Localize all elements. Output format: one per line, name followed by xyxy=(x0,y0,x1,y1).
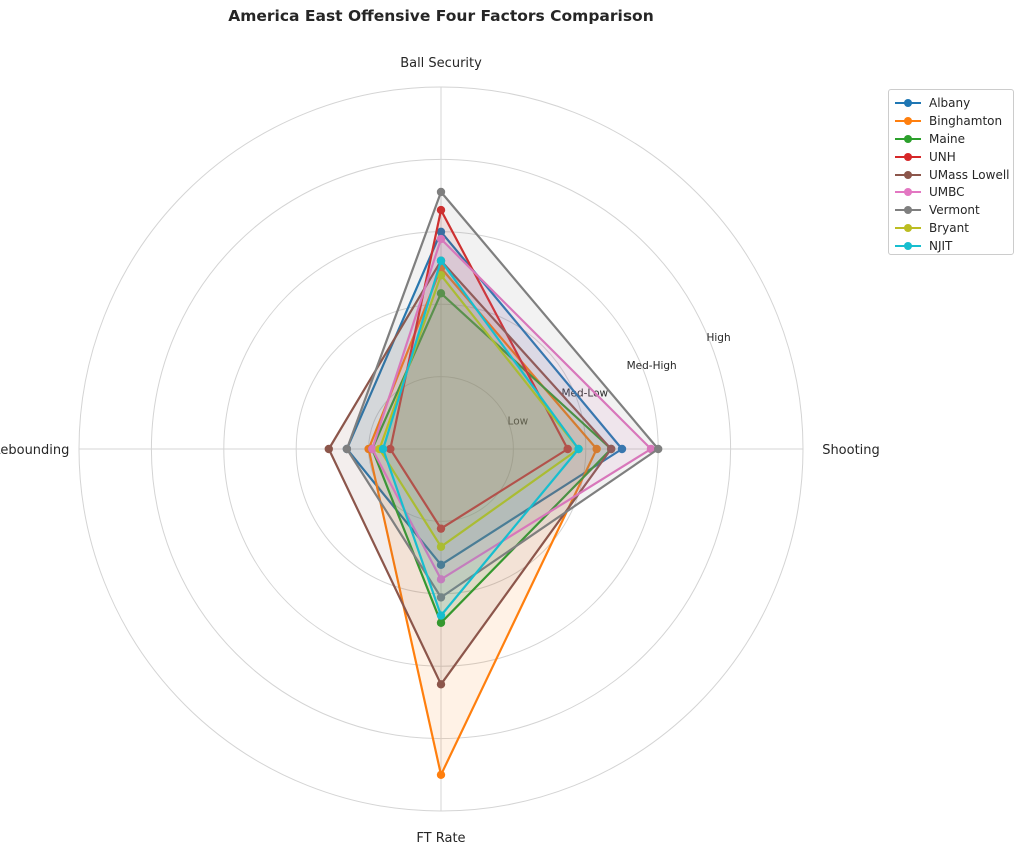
series-area xyxy=(383,260,579,616)
legend-swatch xyxy=(895,133,921,145)
data-point xyxy=(574,444,583,454)
data-point xyxy=(436,234,446,244)
series-area xyxy=(379,275,579,547)
legend-item: NJIT xyxy=(895,237,1013,255)
data-point xyxy=(617,444,627,454)
legend-item: UMass Lowell xyxy=(895,166,1013,184)
legend-label: NJIT xyxy=(929,239,953,254)
axis-labels: Ball Security Shooting FT Rate Off Reboundi… xyxy=(0,56,880,845)
axis-label: Shooting xyxy=(822,443,880,458)
legend-item: Maine xyxy=(895,130,1013,148)
series-area xyxy=(346,192,659,598)
data-point xyxy=(646,444,656,454)
data-point xyxy=(436,271,446,280)
data-point xyxy=(436,227,446,236)
legend-label: UMBC xyxy=(929,185,965,200)
series-umbc xyxy=(368,234,656,584)
series-area xyxy=(372,293,612,623)
legend-swatch xyxy=(895,169,921,181)
data-point xyxy=(436,593,446,602)
data-point xyxy=(436,680,446,689)
legend-swatch xyxy=(895,204,921,216)
data-point xyxy=(436,256,446,265)
legend-item: Bryant xyxy=(895,219,1013,237)
data-point xyxy=(436,575,446,584)
legend-swatch xyxy=(895,186,921,198)
data-point xyxy=(436,205,446,215)
ring-label: Low xyxy=(508,415,529,427)
data-point xyxy=(378,444,388,454)
legend-swatch xyxy=(895,151,921,163)
axis-label: Ball Security xyxy=(400,56,482,71)
legend-swatch xyxy=(895,222,921,234)
data-point xyxy=(436,611,446,620)
legend-item: UNH xyxy=(895,148,1013,166)
ring-label: High xyxy=(706,332,730,344)
ring-label: Med-High xyxy=(627,360,677,372)
legend-swatch xyxy=(895,240,921,252)
data-point xyxy=(386,444,395,454)
data-point xyxy=(436,289,446,298)
axis-label: FT Rate xyxy=(416,831,465,845)
legend-label: Binghamton xyxy=(929,113,1003,128)
legend-swatch xyxy=(895,115,921,127)
data-point xyxy=(606,444,616,454)
data-point xyxy=(368,444,377,454)
chart-title: America East Offensive Four Factors Comp… xyxy=(228,7,654,25)
data-point xyxy=(654,444,663,454)
data-point xyxy=(436,618,446,627)
legend-label: Maine xyxy=(929,131,966,146)
legend-label: UMass Lowell xyxy=(929,167,1010,182)
axis-label: Off Rebounding xyxy=(0,443,69,458)
data-point xyxy=(436,542,446,551)
legend-item: UMBC xyxy=(895,183,1013,201)
data-point xyxy=(563,444,572,454)
data-point xyxy=(324,444,333,454)
data-point xyxy=(436,524,446,533)
legend-label: UNH xyxy=(929,149,956,164)
legend-swatch xyxy=(895,97,921,109)
legend-item: Albany xyxy=(895,94,1013,112)
data-point xyxy=(592,444,601,454)
legend-label: Albany xyxy=(929,95,971,110)
series-vermont xyxy=(342,187,663,602)
legend: Albany Binghamton Maine UNH UMass Lowell UMBC… xyxy=(888,89,1014,255)
legend-label: Vermont xyxy=(929,203,980,218)
legend-item: Vermont xyxy=(895,201,1013,219)
data-point xyxy=(436,770,446,779)
series-area xyxy=(390,210,568,529)
data-point xyxy=(342,444,352,454)
series-area xyxy=(372,239,651,580)
series-layer xyxy=(324,187,663,779)
series-njit xyxy=(378,256,583,620)
legend-item: Binghamton xyxy=(895,112,1013,130)
data-point xyxy=(436,187,446,197)
legend-label: Bryant xyxy=(929,221,969,236)
series-maine xyxy=(368,289,616,627)
data-point xyxy=(436,560,446,570)
